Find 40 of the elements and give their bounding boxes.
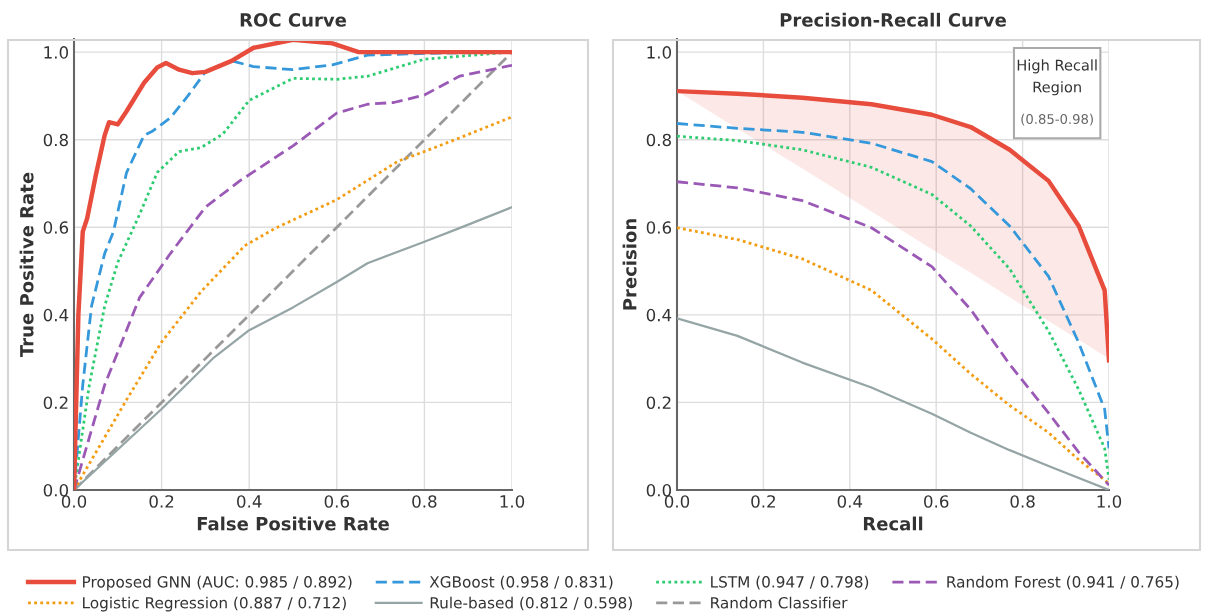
y-axis-title: True Positive Rate (19, 172, 34, 358)
legend-label: Random Forest (0.941 / 0.765) (947, 575, 1179, 590)
y-tick-label: 0.0 (646, 483, 672, 497)
x-tick-label: 0.4 (837, 495, 863, 508)
x-axis-title: Recall (863, 516, 923, 531)
legend-label: Logistic Regression (0.887 / 0.712) (83, 596, 346, 612)
legend-label: Rule-based (0.812 / 0.598) (430, 596, 632, 611)
y-tick-label: 0.6 (43, 221, 69, 234)
legend-label: Proposed GNN (AUC: 0.985 / 0.892) (83, 575, 352, 591)
x-tick-label: 0.2 (149, 495, 174, 508)
y-tick-label: 0.8 (646, 133, 671, 147)
y-tick-label: 0.6 (646, 221, 672, 234)
y-tick-label: 0.4 (646, 308, 672, 322)
y-tick-label: 1.0 (44, 46, 69, 59)
y-tick-label: 0.0 (43, 483, 69, 497)
y-tick-label: 0.4 (43, 308, 69, 322)
y-tick-label: 0.2 (646, 396, 671, 409)
x-tick-label: 1.0 (1097, 495, 1122, 508)
x-tick-label: 0.0 (664, 495, 690, 508)
y-axis-title: Precision (622, 219, 637, 310)
chart-title: Precision-Recall Curve (780, 12, 1006, 27)
x-tick-label: 0.6 (924, 495, 949, 508)
legend-label: XGBoost (0.958 / 0.831) (429, 575, 613, 590)
x-tick-label: 0.6 (324, 495, 349, 508)
legend-label: LSTM (0.947 / 0.798) (711, 575, 869, 590)
chart-title: ROC Curve (240, 13, 347, 27)
x-axis-title: False Positive Rate (197, 516, 389, 531)
y-tick-label: 1.0 (647, 46, 672, 59)
annotation: (0.85-0.98) (1021, 113, 1093, 126)
line-series (677, 226, 1109, 485)
x-tick-label: 0.2 (751, 495, 775, 508)
x-tick-label: 0.0 (61, 495, 87, 508)
x-tick-label: 0.8 (1010, 495, 1035, 508)
annotation: High Recall Region (1017, 59, 1097, 96)
y-tick-label: 0.8 (43, 133, 68, 147)
legend-label: Random Classifier (711, 596, 848, 609)
x-tick-label: 0.4 (237, 495, 262, 508)
y-tick-label: 0.2 (43, 396, 68, 409)
x-tick-label: 0.8 (412, 495, 437, 508)
x-tick-label: 1.0 (500, 495, 525, 508)
